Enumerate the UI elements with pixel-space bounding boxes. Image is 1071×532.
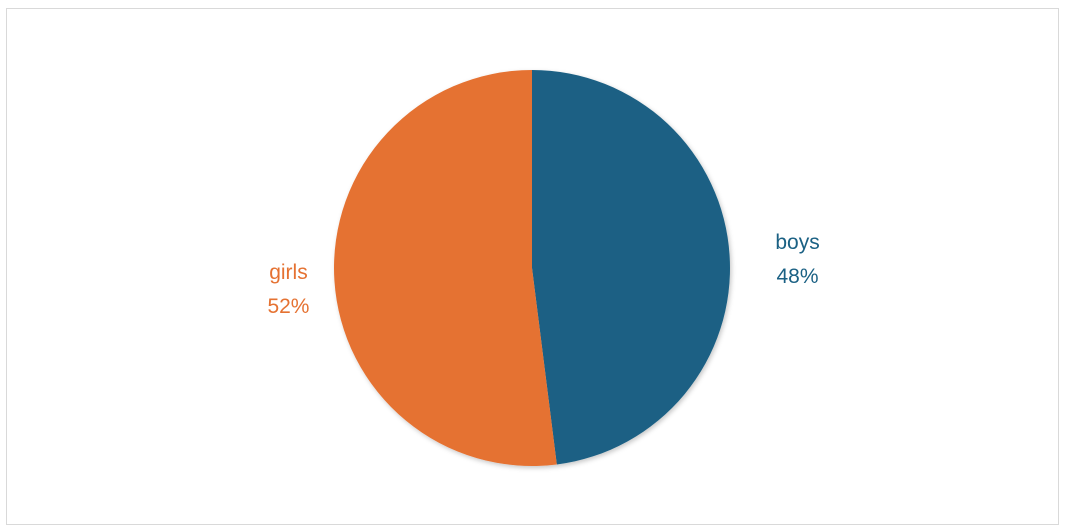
pie-labels: boys 48% girls 52% (267, 231, 819, 318)
slice-label-boys: boys (775, 231, 819, 254)
slice-percent-boys: 48% (777, 265, 819, 288)
pie-slice-boys (532, 70, 731, 465)
pie-slices (334, 70, 731, 466)
slice-label-girls: girls (269, 261, 308, 284)
slice-percent-girls: 52% (267, 295, 309, 318)
pie-slice-girls (334, 70, 557, 466)
